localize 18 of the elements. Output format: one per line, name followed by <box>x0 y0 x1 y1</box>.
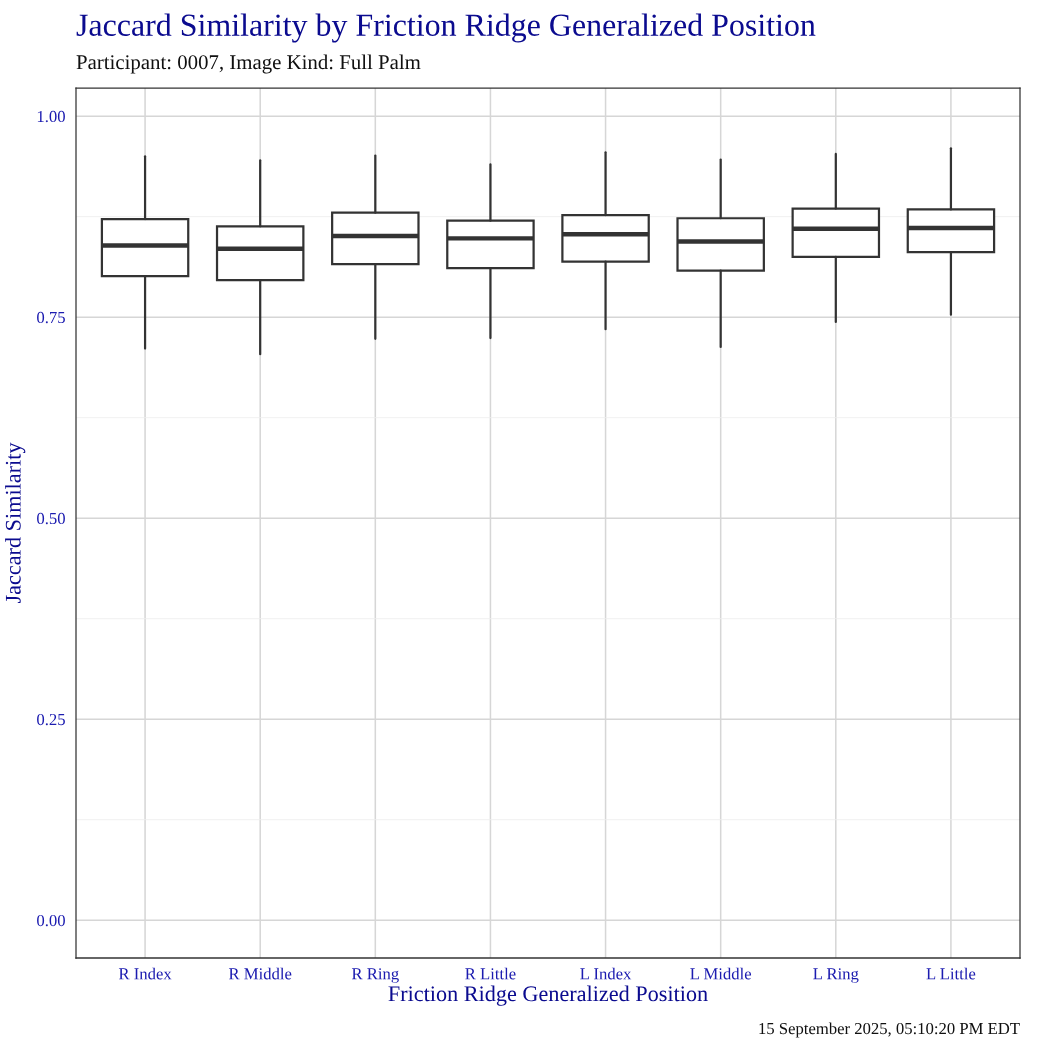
y-tick-label: 0.00 <box>37 914 65 927</box>
x-tick-label: L Index <box>580 967 632 980</box>
x-tick-label: L Middle <box>690 967 752 980</box>
y-tick-label: 1.00 <box>37 110 65 123</box>
y-tick-label: 0.75 <box>37 311 65 324</box>
chart-subtitle: Participant: 0007, Image Kind: Full Palm <box>76 54 421 74</box>
y-tick-label: 0.50 <box>37 512 65 525</box>
x-axis-title: Friction Ridge Generalized Position <box>388 985 708 1006</box>
x-tick-label: R Index <box>118 967 172 980</box>
x-tick-label: L Ring <box>813 968 859 983</box>
x-tick-label: L Little <box>926 967 976 980</box>
y-tick-label: 0.25 <box>37 713 65 726</box>
chart-title: Jaccard Similarity by Friction Ridge Generalized Position <box>76 13 816 43</box>
text: 15 September 2025, 05:10:20 PM EDT <box>759 1022 1020 1038</box>
x-tick-label: R Middle <box>228 967 292 980</box>
x-tick-label: R Ring <box>351 968 399 983</box>
x-tick-label: R Little <box>465 967 516 980</box>
y-axis-title: Jaccard Similarity <box>5 442 26 604</box>
